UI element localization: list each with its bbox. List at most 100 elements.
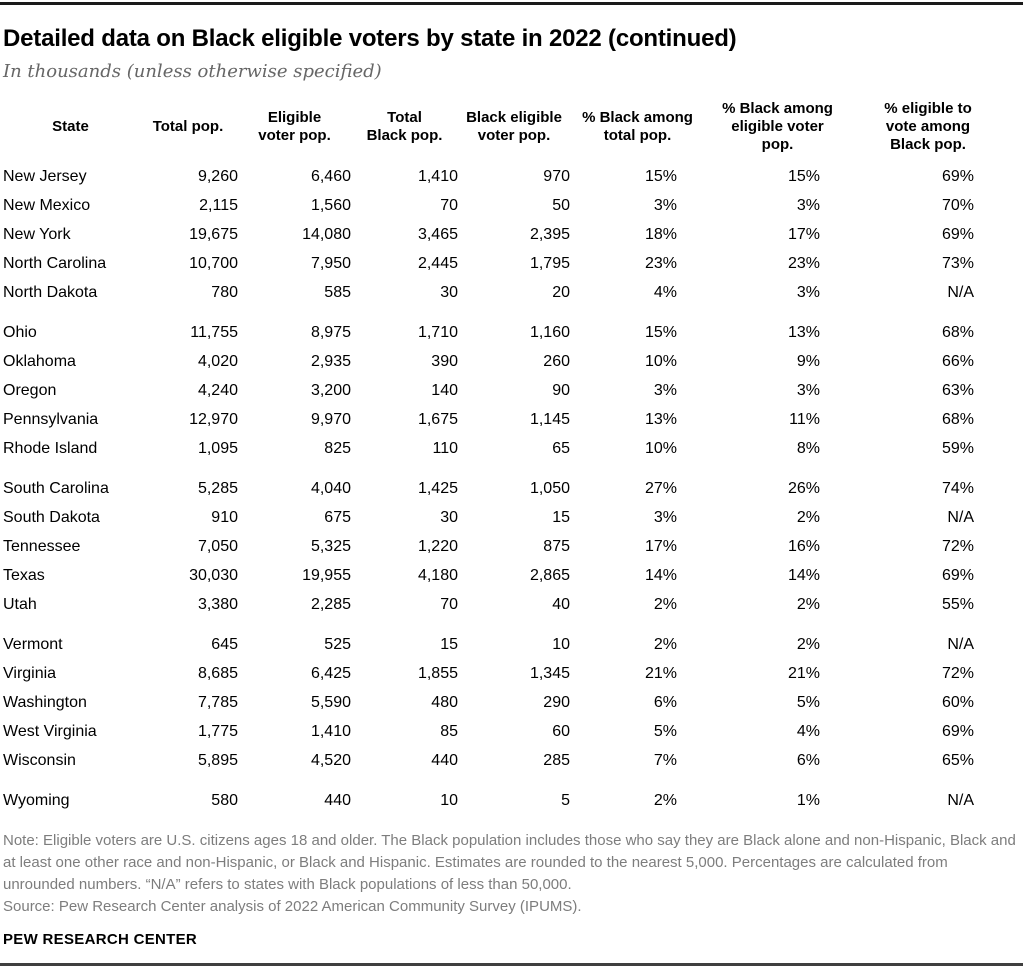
column-header: Total pop. — [152, 118, 224, 136]
value-cell: 14% — [787, 566, 820, 584]
value-cell: 2,445 — [417, 254, 458, 272]
value-cell: 3% — [796, 283, 820, 301]
value-cell: 14,080 — [302, 225, 351, 243]
value-cell: 72% — [941, 537, 974, 555]
value-cell: 290 — [543, 693, 570, 711]
value-cell: 85 — [440, 722, 458, 740]
table-row: South Carolina 5,285 4,040 1,425 1,050 27% 26%… — [3, 474, 1006, 503]
column-header: Eligible voter pop. — [258, 109, 331, 145]
value-cell: 3,380 — [197, 595, 238, 613]
value-cell: 13% — [644, 410, 677, 428]
state-cell: Wisconsin — [3, 751, 76, 769]
value-cell: 3% — [796, 196, 820, 214]
top-rule — [0, 2, 1023, 5]
state-cell: New Mexico — [3, 196, 91, 214]
value-cell: 2% — [796, 508, 820, 526]
value-cell: 2,395 — [529, 225, 570, 243]
value-cell: 260 — [543, 352, 570, 370]
value-cell: 15% — [644, 167, 677, 185]
value-cell: 2% — [653, 595, 677, 613]
value-cell: 1% — [796, 791, 820, 809]
value-cell: 10% — [644, 352, 677, 370]
value-cell: 110 — [432, 439, 458, 457]
value-cell: 70% — [941, 196, 974, 214]
value-cell: 40 — [552, 595, 570, 613]
value-cell: 4,240 — [197, 381, 238, 399]
value-cell: 1,345 — [529, 664, 570, 682]
value-cell: 7,050 — [197, 537, 238, 555]
value-cell: 3% — [653, 508, 677, 526]
group-spacer — [3, 775, 1006, 786]
column-header: Total Black pop. — [366, 109, 443, 145]
pew-research-center-branding: PEW RESEARCH CENTER — [3, 931, 198, 949]
value-cell: 7% — [653, 751, 677, 769]
value-cell: 780 — [211, 283, 238, 301]
value-cell: 12,970 — [189, 410, 238, 428]
value-cell: 1,145 — [529, 410, 570, 428]
table-row: Oregon 4,240 3,200 140 90 3% 3% 63% — [3, 376, 1006, 405]
value-cell: 1,855 — [417, 664, 458, 682]
state-cell: Tennessee — [3, 537, 81, 555]
column-header: Black eligible voter pop. — [466, 109, 562, 145]
value-cell: 23% — [644, 254, 677, 272]
value-cell: 1,410 — [417, 167, 458, 185]
value-cell: 3,465 — [417, 225, 458, 243]
table-row: Rhode Island 1,095 825 110 65 10% 8% 59% — [3, 434, 1006, 463]
value-cell: 4,020 — [197, 352, 238, 370]
value-cell: 70 — [440, 196, 458, 214]
value-cell: 285 — [543, 751, 570, 769]
value-cell: 2,285 — [310, 595, 351, 613]
value-cell: 1,160 — [529, 323, 570, 341]
table-row: West Virginia 1,775 1,410 85 60 5% 4% 69% — [3, 717, 1006, 746]
value-cell: 65% — [941, 751, 974, 769]
value-cell: 26% — [787, 479, 820, 497]
table-row: Vermont 645 525 15 10 2% 2% N/A — [3, 630, 1006, 659]
value-cell: 2,865 — [529, 566, 570, 584]
value-cell: 4,180 — [417, 566, 458, 584]
value-cell: 5,590 — [310, 693, 351, 711]
value-cell: 525 — [324, 635, 351, 653]
state-cell: South Carolina — [3, 479, 109, 497]
value-cell: 440 — [324, 791, 351, 809]
value-cell: 910 — [211, 508, 238, 526]
value-cell: 1,425 — [417, 479, 458, 497]
column-header: % Black among total pop. — [582, 109, 693, 145]
value-cell: 480 — [431, 693, 458, 711]
value-cell: 69% — [941, 225, 974, 243]
figure-subtitle: In thousands (unless otherwise specified… — [3, 61, 382, 83]
value-cell: 70 — [440, 595, 458, 613]
value-cell: 50 — [552, 196, 570, 214]
state-cell: Ohio — [3, 323, 37, 341]
value-cell: 8% — [796, 439, 820, 457]
value-cell: 3% — [653, 381, 677, 399]
value-cell: 10% — [644, 439, 677, 457]
state-cell: West Virginia — [3, 722, 97, 740]
value-cell: 1,675 — [417, 410, 458, 428]
value-cell: 68% — [941, 323, 974, 341]
value-cell: 4% — [796, 722, 820, 740]
state-cell: Texas — [3, 566, 45, 584]
value-cell: 440 — [431, 751, 458, 769]
value-cell: 580 — [211, 791, 238, 809]
value-cell: 14% — [644, 566, 677, 584]
value-cell: 2,115 — [199, 196, 238, 214]
value-cell: 2% — [653, 635, 677, 653]
state-cell: Rhode Island — [3, 439, 98, 457]
value-cell: 1,795 — [529, 254, 570, 272]
value-cell: 8,975 — [310, 323, 351, 341]
table-row: Wyoming 580 440 10 5 2% 1% N/A — [3, 786, 1006, 815]
table-row: Utah 3,380 2,285 70 40 2% 2% 55% — [3, 590, 1006, 619]
state-cell: New York — [3, 225, 71, 243]
value-cell: 27% — [644, 479, 677, 497]
value-cell: 3,200 — [310, 381, 351, 399]
group-spacer — [3, 307, 1006, 318]
value-cell: 645 — [211, 635, 238, 653]
table-row: Virginia 8,685 6,425 1,855 1,345 21% 21% 72% — [3, 659, 1006, 688]
state-cell: Washington — [3, 693, 87, 711]
table-row: Wisconsin 5,895 4,520 440 285 7% 6% 65% — [3, 746, 1006, 775]
state-cell: North Dakota — [3, 283, 98, 301]
state-cell: North Carolina — [3, 254, 107, 272]
value-cell: 9,260 — [197, 167, 238, 185]
value-cell: 21% — [644, 664, 677, 682]
table-row: Pennsylvania 12,970 9,970 1,675 1,145 13% 11% 6… — [3, 405, 1006, 434]
